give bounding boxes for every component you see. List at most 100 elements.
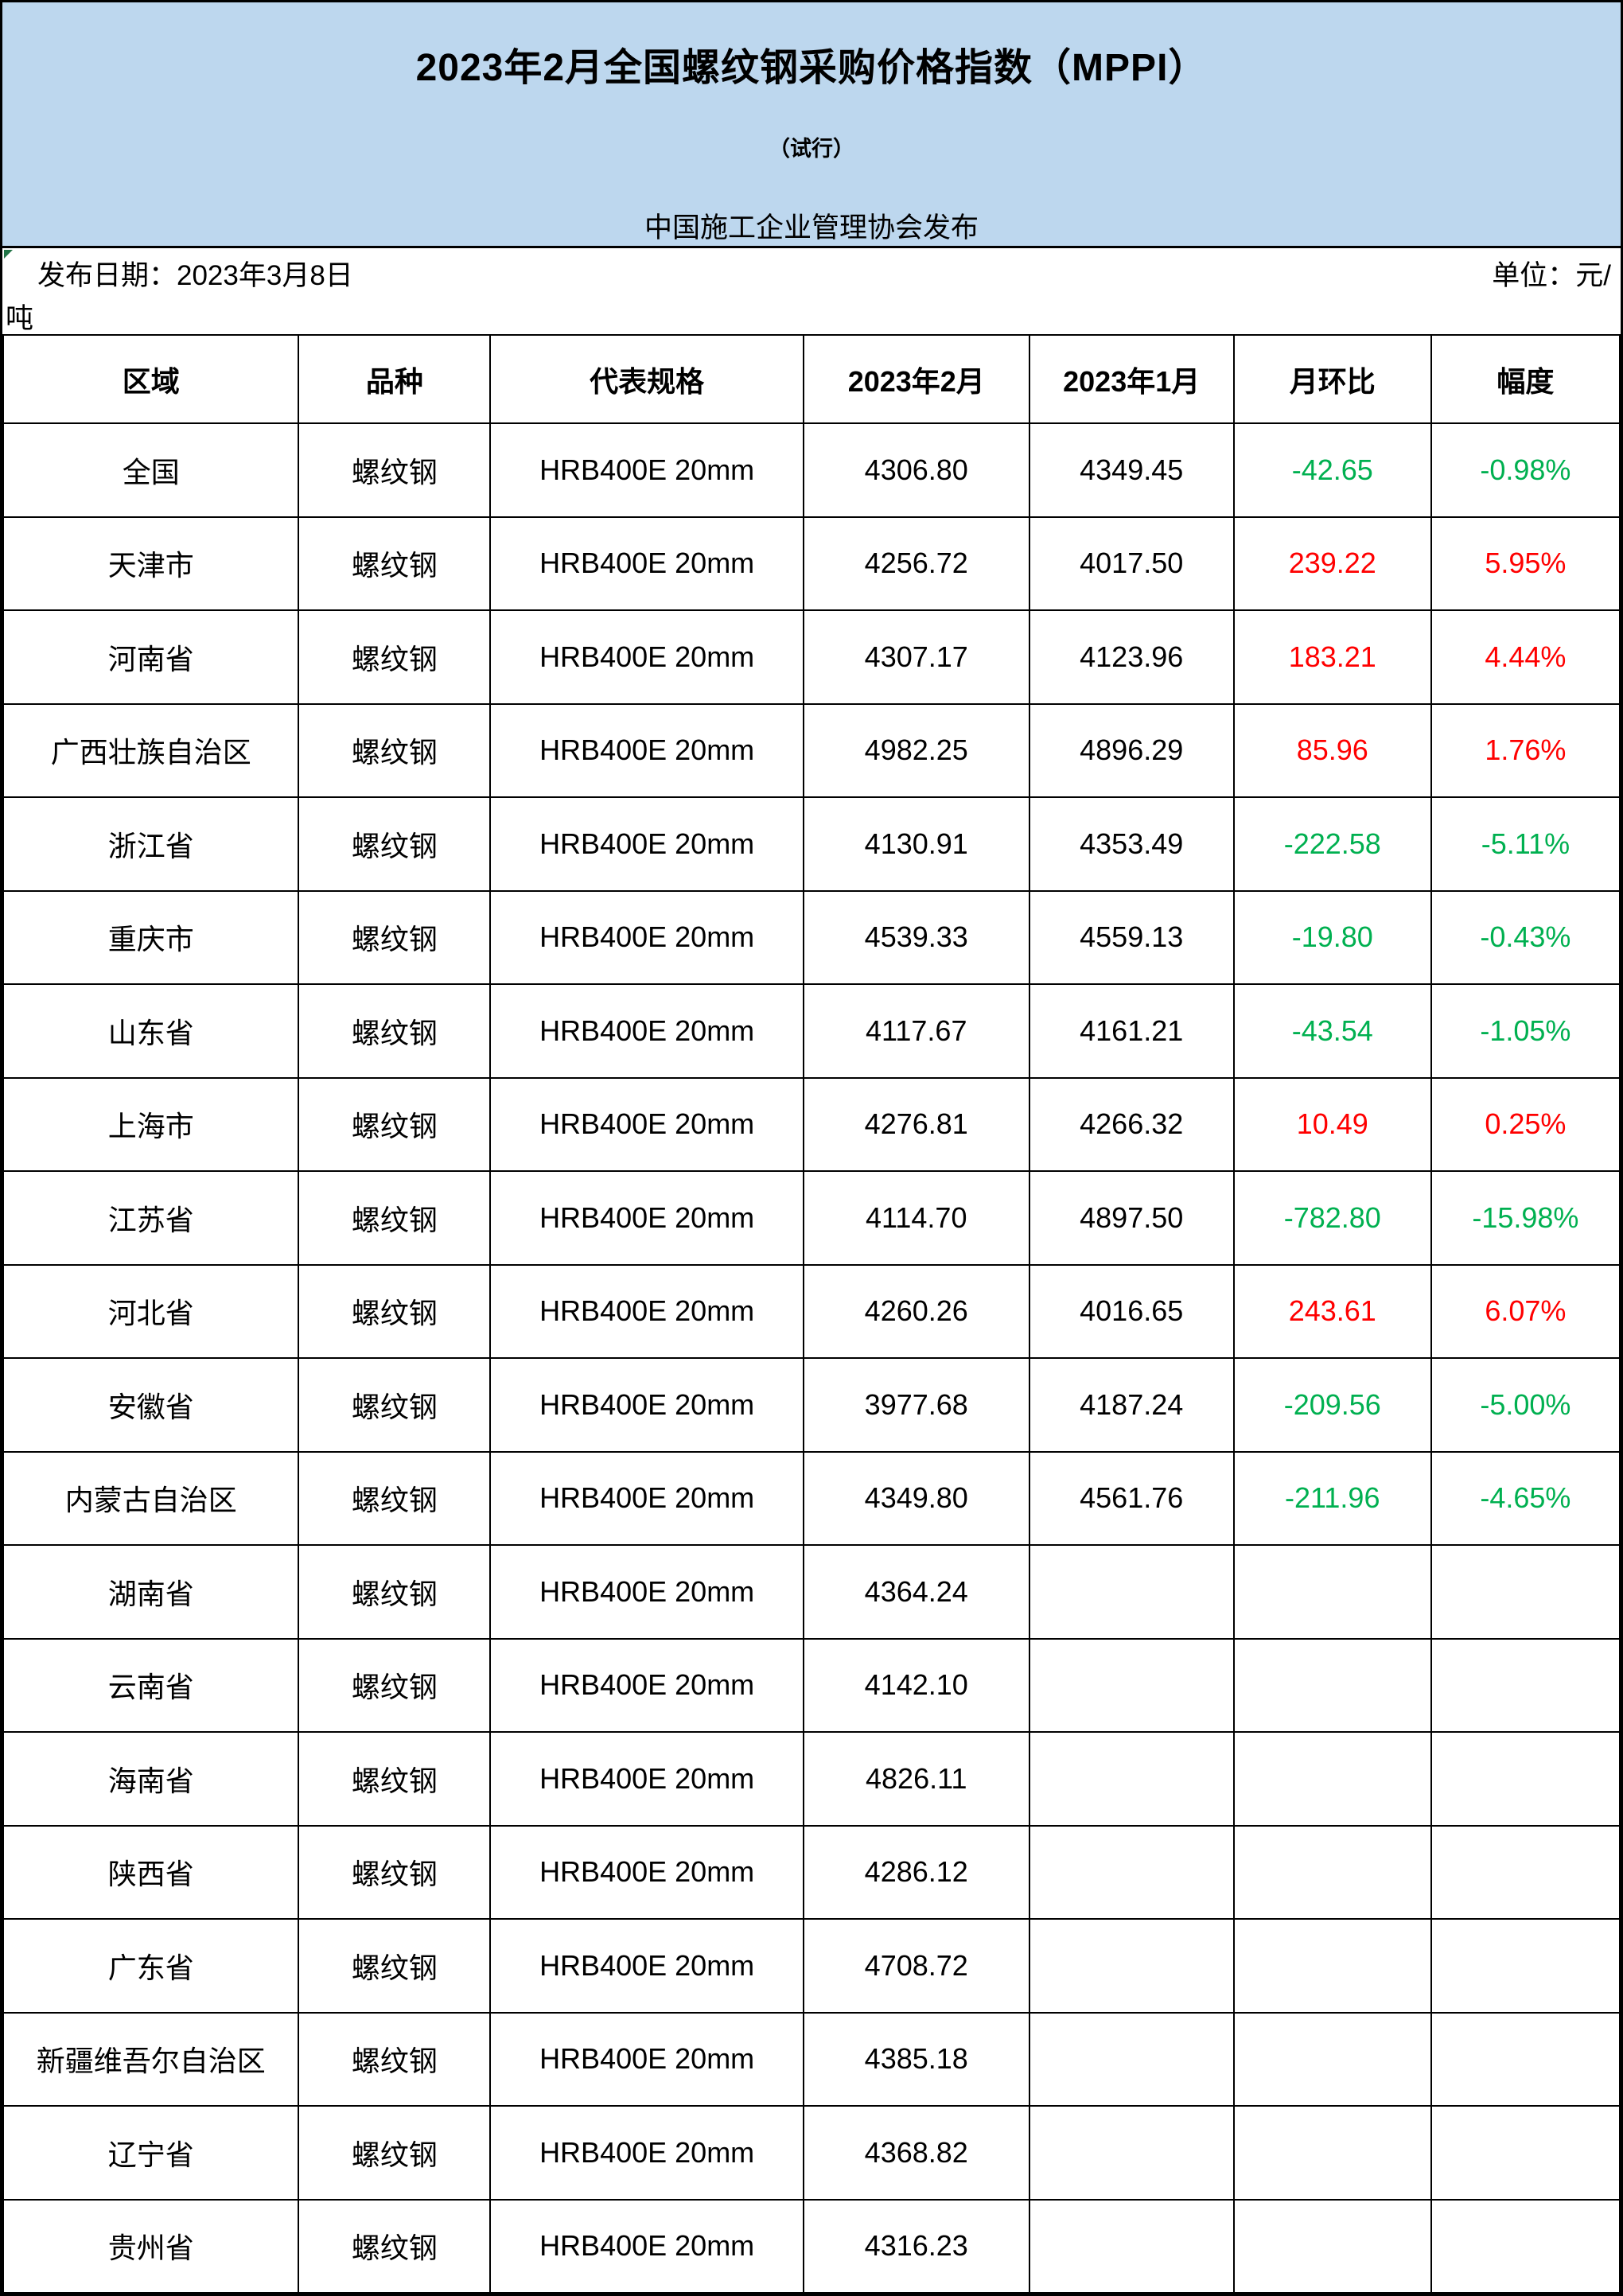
publisher-line: 中国施工企业管理协会发布 [644,212,979,243]
feb-price-cell: 4142.10 [802,1637,1030,1733]
jan-price-cell [1028,1637,1235,1733]
product-cell: 螺纹钢 [298,796,492,892]
jan-price-cell: 4161.21 [1028,983,1235,1079]
feb-price-cell: 4364.24 [802,1544,1030,1640]
product-cell: 螺纹钢 [298,1170,492,1266]
pct-change-cell [1430,1918,1621,2014]
table-row: 贵州省 螺纹钢 HRB400E 20mm 4316.23 [2,2198,1621,2294]
product-cell: 螺纹钢 [298,1824,492,1920]
jan-price-cell: 4897.50 [1028,1170,1235,1266]
spec-cell: HRB400E 20mm [489,1824,804,1920]
feb-price-cell: 4260.26 [802,1263,1030,1359]
product-cell: 螺纹钢 [298,516,492,611]
region-cell: 上海市 [2,1076,300,1172]
spec-cell: HRB400E 20mm [489,1637,804,1733]
column-header-pct: 幅度 [1430,334,1621,424]
product-cell: 螺纹钢 [298,1637,492,1733]
column-header-region: 区域 [2,334,300,424]
spec-cell: HRB400E 20mm [489,609,804,705]
jan-price-cell: 4017.50 [1028,516,1235,611]
feb-price-cell: 4385.18 [802,2011,1030,2107]
region-cell: 河北省 [2,1263,300,1359]
region-cell: 浙江省 [2,796,300,892]
product-cell: 螺纹钢 [298,1076,492,1172]
pct-change-cell: -15.98% [1430,1170,1621,1266]
pct-change-cell: -1.05% [1430,983,1621,1079]
table-row: 全国 螺纹钢 HRB400E 20mm 4306.80 4349.45 -42.65 -0.… [2,422,1621,518]
jan-price-cell [1028,1824,1235,1920]
jan-price-cell [1028,2011,1235,2107]
pct-change-cell [1430,2105,1621,2201]
pct-change-cell [1430,1731,1621,1827]
product-cell: 螺纹钢 [298,422,492,518]
table-row: 浙江省 螺纹钢 HRB400E 20mm 4130.91 4353.49 -222.58-… [2,796,1621,892]
feb-price-cell: 4276.81 [802,1076,1030,1172]
feb-price-cell: 4826.11 [802,1731,1030,1827]
product-cell: 螺纹钢 [298,2105,492,2201]
spec-cell: HRB400E 20mm [489,1076,804,1172]
region-cell: 河南省 [2,609,300,705]
spec-cell: HRB400E 20mm [489,1918,804,2014]
jan-price-cell: 4559.13 [1028,889,1235,985]
table-row: 内蒙古自治区 螺纹钢 HRB400E 20mm 4349.80 4561.76 -211.… [2,1450,1621,1546]
mom-change-cell: 243.61 [1232,1263,1432,1359]
region-cell: 陕西省 [2,1824,300,1920]
region-cell: 贵州省 [2,2198,300,2294]
meta-row: 发布日期：2023年3月8日 单位：元/ 吨 [2,248,1621,334]
mom-change-cell: -211.96 [1232,1450,1432,1546]
table-row: 天津市 螺纹钢 HRB400E 20mm 4256.72 4017.50 239.22 5.… [2,516,1621,611]
feb-price-cell: 4114.70 [802,1170,1030,1266]
product-cell: 螺纹钢 [298,1263,492,1359]
feb-price-cell: 4256.72 [802,516,1030,611]
product-cell: 螺纹钢 [298,609,492,705]
publish-date-label: 发布日期：2023年3月8日 [37,260,353,291]
region-cell: 山东省 [2,983,300,1079]
product-cell: 螺纹钢 [298,1918,492,2014]
pct-change-cell: -5.00% [1430,1357,1621,1453]
region-cell: 广东省 [2,1918,300,2014]
region-cell: 海南省 [2,1731,300,1827]
column-header-mom: 月环比 [1232,334,1432,424]
table-row: 海南省 螺纹钢 HRB400E 20mm 4826.11 [2,1731,1621,1827]
region-cell: 广西壮族自治区 [2,702,300,798]
mom-change-cell: 183.21 [1232,609,1432,705]
feb-price-cell: 4539.33 [802,889,1030,985]
pct-change-cell [1430,1544,1621,1640]
jan-price-cell: 4353.49 [1028,796,1235,892]
spec-cell: HRB400E 20mm [489,889,804,985]
pct-change-cell: 1.76% [1430,702,1621,798]
table-row: 湖南省 螺纹钢 HRB400E 20mm 4364.24 [2,1544,1621,1640]
feb-price-cell: 3977.68 [802,1357,1030,1453]
feb-price-cell: 4982.25 [802,702,1030,798]
product-cell: 螺纹钢 [298,889,492,985]
mom-change-cell: -222.58 [1232,796,1432,892]
mom-change-cell [1232,1918,1432,2014]
table-row: 云南省 螺纹钢 HRB400E 20mm 4142.10 [2,1637,1621,1733]
region-cell: 全国 [2,422,300,518]
product-cell: 螺纹钢 [298,702,492,798]
product-cell: 螺纹钢 [298,1731,492,1827]
spec-cell: HRB400E 20mm [489,1357,804,1453]
feb-price-cell: 4130.91 [802,796,1030,892]
pct-change-cell [1430,2198,1621,2294]
mom-change-cell: -42.65 [1232,422,1432,518]
table-row: 安徽省 螺纹钢 HRB400E 20mm 3977.68 4187.24 -209.56-… [2,1357,1621,1453]
pct-change-cell: -5.11% [1430,796,1621,892]
banner: 2023年2月全国螺纹钢采购价格指数（MPPI） （试行） 中国施工企业管理协会… [2,2,1621,248]
spec-cell: HRB400E 20mm [489,516,804,611]
pct-change-cell [1430,1637,1621,1733]
product-cell: 螺纹钢 [298,983,492,1079]
jan-price-cell [1028,1544,1235,1640]
feb-price-cell: 4368.82 [802,2105,1030,2201]
spec-cell: HRB400E 20mm [489,983,804,1079]
region-cell: 重庆市 [2,889,300,985]
product-cell: 螺纹钢 [298,1450,492,1546]
unit-label-wrapped: 吨 [6,303,34,334]
feb-price-cell: 4307.17 [802,609,1030,705]
page-subtitle: （试行） [769,137,854,161]
feb-price-cell: 4286.12 [802,1824,1030,1920]
column-header-product: 品种 [298,334,492,424]
table-row: 辽宁省 螺纹钢 HRB400E 20mm 4368.82 [2,2105,1621,2201]
spec-cell: HRB400E 20mm [489,422,804,518]
